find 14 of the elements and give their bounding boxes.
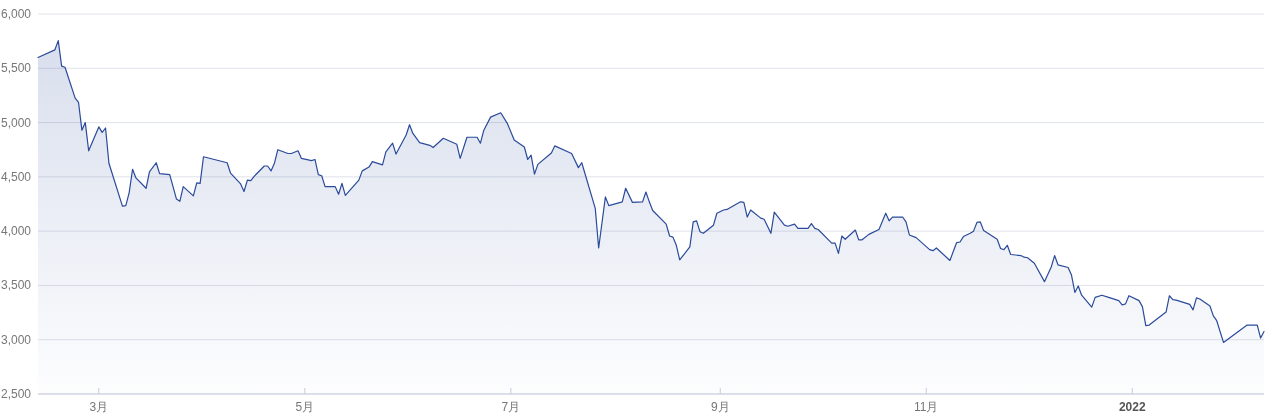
y-tick-label: 6,000 bbox=[0, 7, 32, 21]
y-tick-label: 3,000 bbox=[0, 332, 32, 347]
y-tick-label: 3,500 bbox=[0, 278, 32, 293]
x-tick-label: 11月 bbox=[914, 400, 939, 414]
y-tick-label: 5,500 bbox=[0, 61, 32, 76]
y-tick-label: 4,500 bbox=[0, 169, 32, 184]
y-tick-label: 2,500 bbox=[0, 387, 32, 401]
x-tick-label: 9月 bbox=[710, 400, 730, 414]
x-tick-label: 5月 bbox=[295, 400, 315, 414]
y-tick-label: 5,000 bbox=[0, 115, 32, 130]
x-tick-label: 7月 bbox=[501, 400, 521, 414]
y-tick-label: 4,000 bbox=[0, 224, 32, 239]
x-tick-label: 3月 bbox=[89, 400, 109, 414]
x-tick-label: 2022 bbox=[1118, 400, 1146, 414]
